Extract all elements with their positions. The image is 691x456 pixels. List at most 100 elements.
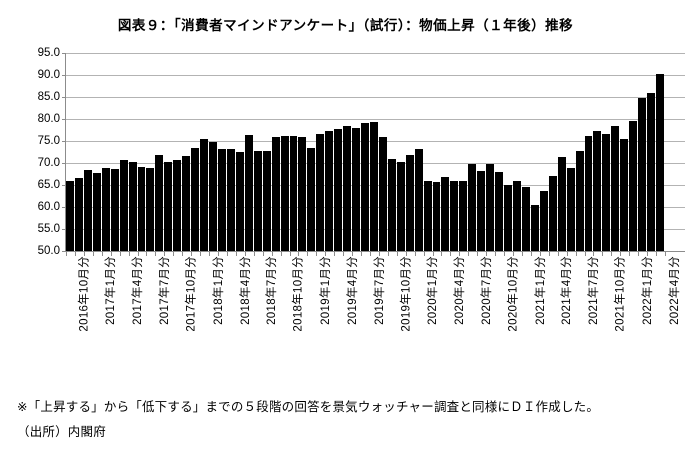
bar: [146, 167, 155, 251]
bar: [423, 181, 432, 251]
bar: [289, 135, 298, 251]
x-tick-mark: [530, 252, 532, 256]
y-tick-label: 50.0: [37, 245, 60, 257]
bar: [602, 133, 611, 251]
bar: [209, 141, 217, 251]
x-tick-label: 2022年4月分: [668, 256, 681, 325]
bar: [450, 181, 459, 251]
bar: [182, 155, 191, 251]
bar: [271, 136, 280, 251]
x-tick-label: 2017年7月分: [158, 256, 171, 325]
bar: [530, 204, 539, 251]
gridline: [66, 97, 685, 98]
y-tick-mark: [62, 75, 66, 76]
bar: [575, 151, 584, 251]
x-tick-mark: [602, 252, 604, 256]
y-tick-label: 60.0: [37, 201, 60, 213]
x-tick-label: 2021年4月分: [561, 256, 574, 325]
bar: [361, 122, 369, 251]
x-tick-mark: [584, 252, 586, 256]
bar: [414, 148, 423, 251]
x-tick-mark: [620, 252, 622, 256]
x-tick-mark: [513, 252, 514, 256]
x-tick-mark: [244, 252, 246, 256]
x-tick-mark: [504, 252, 506, 256]
bar: [629, 121, 638, 251]
y-tick-mark: [62, 53, 66, 54]
x-tick-label: 2018年1月分: [212, 256, 225, 325]
x-tick-label: 2020年7月分: [480, 256, 493, 325]
bar: [521, 186, 530, 251]
y-tick-label: 75.0: [37, 135, 60, 147]
plot-area: [66, 53, 685, 252]
x-tick-mark: [566, 252, 568, 256]
x-tick-label: 2016年10月分: [78, 256, 91, 332]
bar: [378, 136, 387, 251]
bar: [405, 155, 414, 251]
x-tick-mark: [298, 252, 300, 256]
x-tick-mark: [209, 252, 211, 256]
x-tick-mark: [521, 252, 523, 256]
x-tick-mark: [146, 252, 148, 256]
bar: [638, 97, 647, 251]
bar: [155, 155, 164, 251]
x-tick-mark: [414, 252, 416, 256]
x-tick-mark: [343, 252, 345, 256]
y-tick-label: 85.0: [37, 91, 60, 103]
y-tick-mark: [62, 251, 66, 252]
bar: [226, 149, 235, 251]
bar: [244, 134, 253, 251]
x-tick-mark: [66, 252, 67, 256]
bar: [334, 129, 343, 251]
bar: [343, 126, 352, 251]
bar: [253, 151, 262, 251]
bar: [92, 173, 101, 251]
x-tick-mark: [656, 252, 658, 256]
bar: [432, 181, 441, 251]
x-tick-mark: [369, 252, 371, 256]
bar: [280, 135, 289, 251]
x-tick-mark: [405, 252, 407, 256]
x-tick-mark: [638, 252, 640, 256]
x-tick-mark: [164, 252, 166, 256]
x-tick-label: 2017年1月分: [105, 256, 118, 325]
bar: [307, 148, 316, 251]
y-tick-mark: [62, 207, 66, 208]
x-axis-line: [62, 251, 685, 252]
x-tick-mark: [191, 252, 193, 256]
x-tick-mark: [450, 252, 452, 256]
x-tick-mark: [235, 252, 237, 256]
x-tick-label: 2019年7月分: [373, 256, 386, 325]
bar: [566, 167, 575, 251]
bar: [513, 181, 521, 251]
y-tick-mark: [62, 163, 66, 164]
x-tick-label: 2019年4月分: [346, 256, 359, 325]
y-axis-line: [65, 53, 66, 252]
x-tick-label: 2019年1月分: [319, 256, 332, 325]
bar: [83, 170, 92, 251]
y-tick-label: 55.0: [37, 223, 60, 235]
x-tick-mark: [629, 252, 631, 256]
bar: [656, 74, 664, 251]
x-tick-mark: [262, 252, 264, 256]
x-tick-mark: [334, 252, 336, 256]
bar: [66, 180, 74, 251]
x-tick-mark: [280, 252, 282, 256]
bar: [486, 164, 495, 251]
x-tick-mark: [378, 252, 380, 256]
gridline: [66, 53, 685, 54]
bar: [396, 161, 405, 251]
x-tick-mark: [226, 252, 228, 256]
x-tick-mark: [459, 252, 461, 256]
y-tick-mark: [62, 185, 66, 186]
x-tick-label: 2018年10月分: [293, 256, 306, 332]
bar: [557, 156, 566, 251]
x-tick-label: 2018年7月分: [266, 256, 279, 325]
x-tick-mark: [217, 252, 219, 256]
x-tick-mark: [200, 252, 202, 256]
x-tick-mark: [74, 252, 76, 256]
y-tick-mark: [62, 119, 66, 120]
x-tick-mark: [495, 252, 497, 256]
bar: [477, 170, 486, 251]
x-tick-mark: [155, 252, 157, 256]
